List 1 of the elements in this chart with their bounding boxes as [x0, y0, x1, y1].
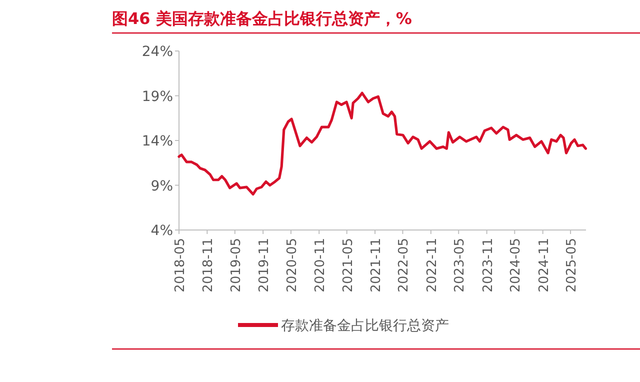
title: 图46 美国存款准备金占比银行总资产，%: [112, 9, 412, 28]
